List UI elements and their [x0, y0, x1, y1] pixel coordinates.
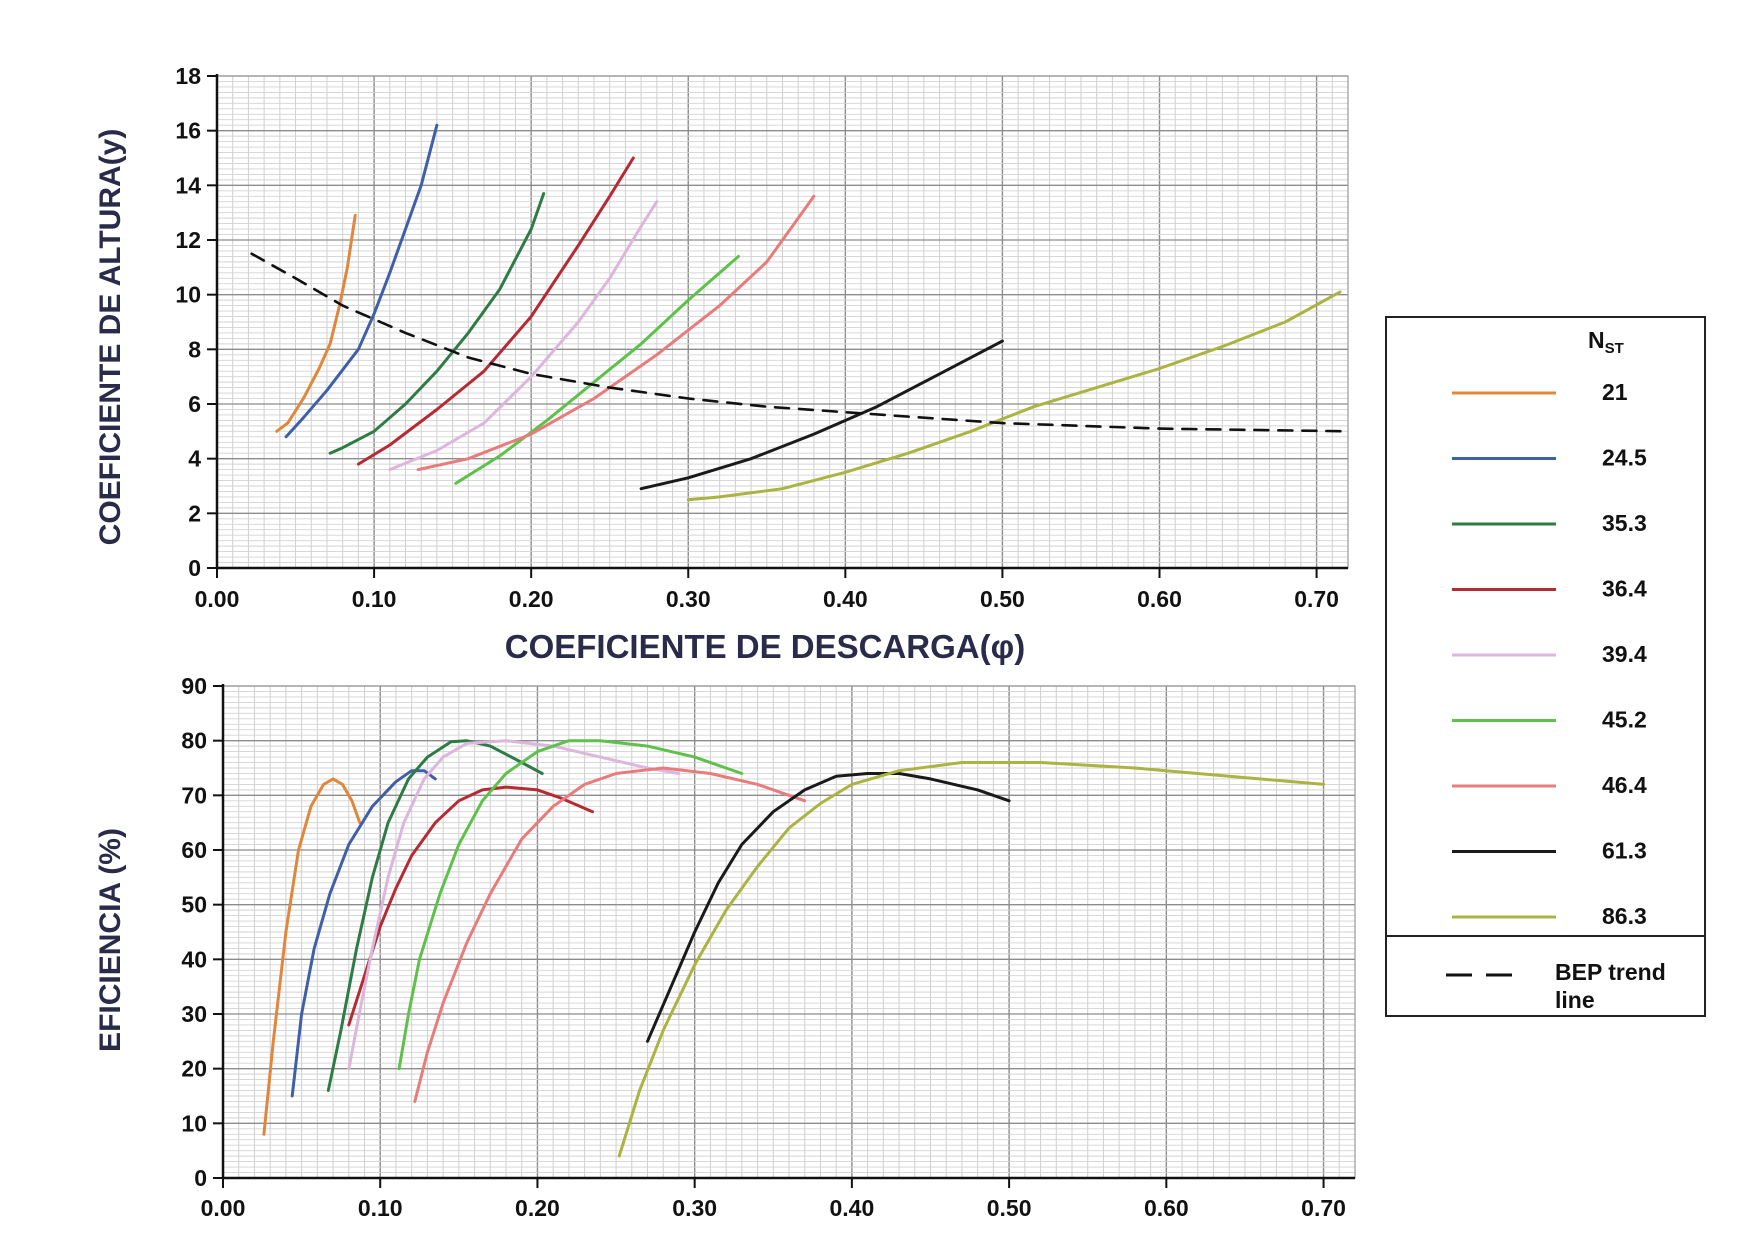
legend-title-main: N: [1588, 327, 1605, 353]
x-tick-label: 0.00: [201, 1195, 246, 1221]
y-tick-label: 10: [181, 1110, 207, 1136]
y-tick-label: 18: [175, 63, 201, 89]
y-tick-label: 40: [181, 946, 207, 972]
series-line-46-4: [416, 194, 816, 472]
series-line-24-5: [284, 123, 439, 439]
series-line-86-3: [617, 761, 1326, 1158]
bep-trend-line: [250, 252, 1350, 433]
x-tick-label: 0.70: [1301, 1195, 1346, 1221]
x-tick-label: 0.10: [352, 586, 397, 612]
series-line-24-5: [290, 769, 437, 1098]
legend-label-45-2: 45.2: [1602, 707, 1647, 733]
series-line-46-4: [413, 766, 807, 1103]
series-line-39-4: [347, 739, 681, 1071]
legend-box: [1385, 316, 1706, 1017]
legend-items: 21 24.5 35.3 36.4 39.4 45.2 46.4 61.3 86.3: [1452, 379, 1647, 929]
y-tick-label: 60: [181, 837, 207, 863]
y-tick-label: 90: [181, 673, 207, 699]
y-tick-label: 20: [181, 1056, 207, 1082]
x-tick-label: 0.30: [666, 586, 711, 612]
legend-label-39-4: 39.4: [1602, 641, 1647, 667]
x-tick-label: 0.20: [515, 1195, 560, 1221]
legend-label-21: 21: [1602, 379, 1628, 405]
chart-legend: NST 21 24.5 35.3 36.4 39.4 45.2 46.4 61.3 86.3 B…: [1385, 316, 1706, 1017]
y-tick-label: 10: [175, 282, 201, 308]
series-line-21: [262, 777, 362, 1136]
legend-label-46-4: 46.4: [1602, 772, 1647, 798]
y-tick-label: 50: [181, 892, 207, 918]
efficiency-chart: 0 10 20 30 40 50 60 70 80 90 0.00 0.10 0.20 0.30 0.40 0…: [94, 673, 1356, 1221]
y-tick-label: 30: [181, 1001, 207, 1027]
efficiency-chart-y-axis-label: EFICIENCIA (%): [94, 828, 127, 1052]
series-line-21: [275, 213, 357, 433]
y-tick-label: 14: [175, 172, 201, 198]
y-tick-label: 0: [194, 1165, 207, 1191]
legend-label-61-3: 61.3: [1602, 838, 1647, 864]
x-tick-label: 0.30: [672, 1195, 717, 1221]
series-line-86-3: [686, 290, 1342, 502]
x-tick-label: 0.70: [1294, 586, 1339, 612]
series-line-36-4: [356, 156, 635, 466]
legend-bep-label-line1: BEP trend: [1555, 959, 1666, 985]
y-tick-label: 4: [188, 446, 201, 472]
y-tick-label: 12: [175, 227, 201, 253]
y-tick-label: 80: [181, 728, 207, 754]
y-tick-label: 0: [188, 555, 201, 581]
legend-label-36-4: 36.4: [1602, 576, 1647, 602]
legend-bep-label-line2: line: [1555, 987, 1595, 1013]
y-tick-label: 6: [188, 391, 201, 417]
efficiency-chart-axes: [213, 684, 1355, 1188]
efficiency-chart-series: [262, 739, 1326, 1158]
head-chart-x-axis-label: COEFICIENTE DE DESCARGA(φ): [505, 628, 1025, 665]
legend-title-subscript: ST: [1605, 340, 1624, 357]
legend-label-24-5: 24.5: [1602, 445, 1647, 471]
series-line-39-4: [388, 200, 659, 472]
head-chart-axes: [207, 74, 1348, 578]
series-line-35-3: [326, 739, 544, 1092]
y-tick-label: 8: [188, 336, 201, 362]
series-line-36-4: [347, 785, 594, 1027]
y-tick-label: 16: [175, 118, 201, 144]
head-chart-grid: [216, 75, 1349, 569]
head-coefficient-chart: 0 2 4 6 8 10 12 14 16 18 0.00 0.10 0.20 0.30 0.40 0.50 0…: [94, 63, 1350, 665]
legend-label-86-3: 86.3: [1602, 903, 1647, 929]
x-tick-label: 0.20: [509, 586, 554, 612]
x-tick-label: 0.50: [980, 586, 1025, 612]
series-line-61-3: [646, 772, 1011, 1043]
y-tick-label: 2: [188, 500, 201, 526]
series-line-45-2: [397, 739, 744, 1071]
head-chart-series: [250, 123, 1350, 502]
head-chart-tick-labels: 0 2 4 6 8 10 12 14 16 18 0.00 0.10 0.20 0.30 0.40 0.50 0…: [175, 63, 1339, 612]
head-chart-y-axis-label: COEFICIENTE DE ALTURA(y): [94, 129, 127, 546]
x-tick-label: 0.00: [195, 586, 240, 612]
series-line-61-3: [639, 339, 1004, 491]
series-line-35-3: [328, 192, 546, 455]
x-tick-label: 0.60: [1144, 1195, 1189, 1221]
y-tick-label: 70: [181, 782, 207, 808]
legend-title: NST: [1588, 327, 1624, 357]
x-tick-label: 0.40: [830, 1195, 875, 1221]
efficiency-chart-grid: [222, 685, 1356, 1179]
efficiency-chart-tick-labels: 0 10 20 30 40 50 60 70 80 90 0.00 0.10 0.20 0.30 0.40 0…: [181, 673, 1346, 1221]
x-tick-label: 0.60: [1137, 586, 1182, 612]
x-tick-label: 0.40: [823, 586, 868, 612]
legend-label-35-3: 35.3: [1602, 510, 1647, 536]
x-tick-label: 0.50: [987, 1195, 1032, 1221]
x-tick-label: 0.10: [358, 1195, 403, 1221]
series-line-45-2: [454, 254, 740, 485]
